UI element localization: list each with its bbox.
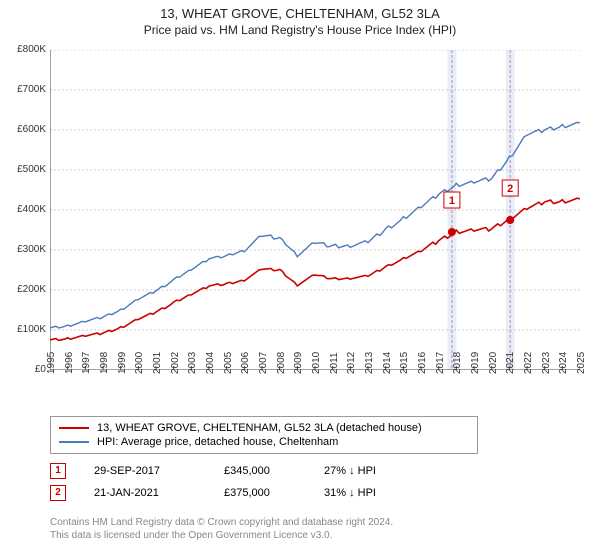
y-tick-label: £200K [6,284,46,295]
svg-text:1: 1 [449,195,455,207]
chart-plot-area: 12 [50,50,580,370]
table-row: 1 29-SEP-2017 £345,000 27% ↓ HPI [50,460,480,482]
y-tick-label: £300K [6,244,46,255]
x-tick-label: 2002 [170,352,181,374]
y-tick-label: £400K [6,204,46,215]
x-tick-label: 1999 [117,352,128,374]
chart-title: 13, WHEAT GROVE, CHELTENHAM, GL52 3LA [0,0,600,23]
legend: 13, WHEAT GROVE, CHELTENHAM, GL52 3LA (d… [50,416,478,454]
legend-swatch [59,441,89,443]
legend-swatch [59,427,89,429]
y-tick-label: £800K [6,44,46,55]
chart-container: 13, WHEAT GROVE, CHELTENHAM, GL52 3LA Pr… [0,0,600,560]
tx-pct: 27% ↓ HPI [324,465,444,477]
footer-line: This data is licensed under the Open Gov… [50,529,393,542]
x-tick-label: 2000 [134,352,145,374]
tx-price: £345,000 [224,465,324,477]
x-tick-label: 2019 [470,352,481,374]
x-tick-label: 2021 [505,352,516,374]
x-tick-label: 1996 [64,352,75,374]
x-tick-label: 1998 [99,352,110,374]
x-tick-label: 2025 [576,352,587,374]
x-tick-label: 2020 [488,352,499,374]
footer-attribution: Contains HM Land Registry data © Crown c… [50,516,393,542]
x-tick-label: 2023 [541,352,552,374]
x-tick-label: 1995 [46,352,57,374]
x-tick-label: 2022 [523,352,534,374]
x-tick-label: 2003 [187,352,198,374]
x-tick-label: 1997 [81,352,92,374]
x-tick-label: 2015 [399,352,410,374]
tx-date: 29-SEP-2017 [94,465,224,477]
marker-badge: 1 [50,463,66,479]
y-tick-label: £0 [6,364,46,375]
x-tick-label: 2024 [558,352,569,374]
footer-line: Contains HM Land Registry data © Crown c… [50,516,393,529]
x-tick-label: 2009 [293,352,304,374]
y-tick-label: £700K [6,84,46,95]
tx-date: 21-JAN-2021 [94,487,224,499]
x-tick-label: 2018 [452,352,463,374]
marker-badge: 2 [50,485,66,501]
legend-label: 13, WHEAT GROVE, CHELTENHAM, GL52 3LA (d… [97,422,422,434]
y-tick-label: £500K [6,164,46,175]
transactions-table: 1 29-SEP-2017 £345,000 27% ↓ HPI 2 21-JA… [50,460,480,504]
x-tick-label: 2001 [152,352,163,374]
x-tick-label: 2012 [346,352,357,374]
y-tick-label: £100K [6,324,46,335]
x-tick-label: 2010 [311,352,322,374]
x-tick-label: 2014 [382,352,393,374]
chart-svg: 12 [50,50,580,370]
x-tick-label: 2006 [240,352,251,374]
legend-item: 13, WHEAT GROVE, CHELTENHAM, GL52 3LA (d… [59,421,469,435]
table-row: 2 21-JAN-2021 £375,000 31% ↓ HPI [50,482,480,504]
tx-pct: 31% ↓ HPI [324,487,444,499]
x-tick-label: 2013 [364,352,375,374]
x-tick-label: 2016 [417,352,428,374]
x-tick-label: 2017 [435,352,446,374]
x-tick-label: 2005 [223,352,234,374]
legend-item: HPI: Average price, detached house, Chel… [59,435,469,449]
legend-label: HPI: Average price, detached house, Chel… [97,436,338,448]
x-tick-label: 2011 [329,352,340,374]
y-tick-label: £600K [6,124,46,135]
x-tick-label: 2007 [258,352,269,374]
tx-price: £375,000 [224,487,324,499]
svg-text:2: 2 [507,183,513,195]
chart-subtitle: Price paid vs. HM Land Registry's House … [0,23,600,41]
x-tick-label: 2008 [276,352,287,374]
x-tick-label: 2004 [205,352,216,374]
